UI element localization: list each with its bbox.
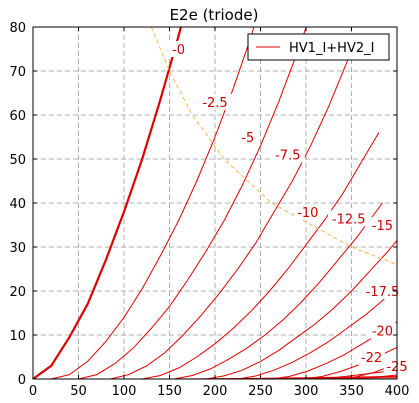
- curve-label-background: [270, 146, 305, 163]
- curve-line: [110, 33, 359, 379]
- curve-label: -17.5: [366, 285, 400, 300]
- curve-line: [237, 286, 397, 379]
- curve-label-background: [169, 41, 189, 57]
- curve-label-background: [294, 203, 322, 220]
- x-tick-label: 200: [203, 384, 228, 399]
- y-tick-label: 60: [9, 109, 26, 124]
- curve-label: -7.5: [275, 149, 300, 164]
- curve-line: [51, 27, 255, 379]
- x-tick-label: 0: [29, 384, 37, 399]
- chart-title: E2e (triode): [170, 6, 259, 24]
- curve-line: [142, 132, 380, 379]
- x-tick-label: 150: [157, 384, 182, 399]
- plate-curves: [33, 27, 397, 379]
- pmax-line: [150, 27, 397, 266]
- curve-label-background: [198, 93, 232, 110]
- x-tick-label: 50: [70, 384, 87, 399]
- curve-label-background: [238, 129, 258, 145]
- axes: 0 50 100 150 200 250 300 350 400 0 10 20 30 40 50 60 70 8…: [9, 21, 409, 399]
- curve-label: -0: [172, 43, 185, 58]
- y-tick-label: 70: [9, 65, 26, 80]
- curve-label: -5: [241, 131, 254, 146]
- y-tick-label: 0: [18, 373, 26, 388]
- x-tick-label: 350: [339, 384, 364, 399]
- grid-lines: [33, 27, 397, 379]
- curve-label: -15: [372, 219, 393, 234]
- max-dissipation-curve: [150, 27, 397, 266]
- curve-label-background: [328, 210, 370, 227]
- curve-line: [205, 240, 397, 379]
- y-tick-label: 10: [9, 329, 26, 344]
- x-tick-label: 300: [294, 384, 319, 399]
- x-tick-label: 250: [248, 384, 273, 399]
- x-tick-label: 100: [112, 384, 137, 399]
- curve-line: [174, 202, 383, 379]
- curve-label-background: [361, 283, 404, 299]
- legend-entry-label: HV1_I+HV2_I: [289, 41, 374, 56]
- y-tick-label: 30: [9, 241, 26, 256]
- curve-label-background: [358, 349, 385, 365]
- curve-label: -10: [297, 206, 318, 221]
- curve-label: -22: [361, 351, 382, 366]
- curve-label-background: [369, 217, 396, 233]
- y-tick-label: 80: [9, 21, 26, 36]
- curve-line: [78, 27, 307, 379]
- curve-label: -20: [372, 325, 393, 340]
- x-tick-label: 400: [385, 384, 410, 399]
- curve-line: [33, 27, 183, 379]
- y-tick-label: 50: [9, 153, 26, 168]
- y-tick-label: 40: [9, 197, 26, 212]
- curve-label-background: [369, 322, 396, 339]
- curve-labels: -0-2.5-5-7.5-10 -12.5 -15-17.5-20-22-25: [169, 41, 411, 375]
- curve-label: -12.5: [332, 212, 366, 227]
- y-tick-label: 20: [9, 285, 26, 300]
- curve-label: -2.5: [202, 96, 227, 111]
- legend: HV1_I+HV2_I: [247, 33, 390, 61]
